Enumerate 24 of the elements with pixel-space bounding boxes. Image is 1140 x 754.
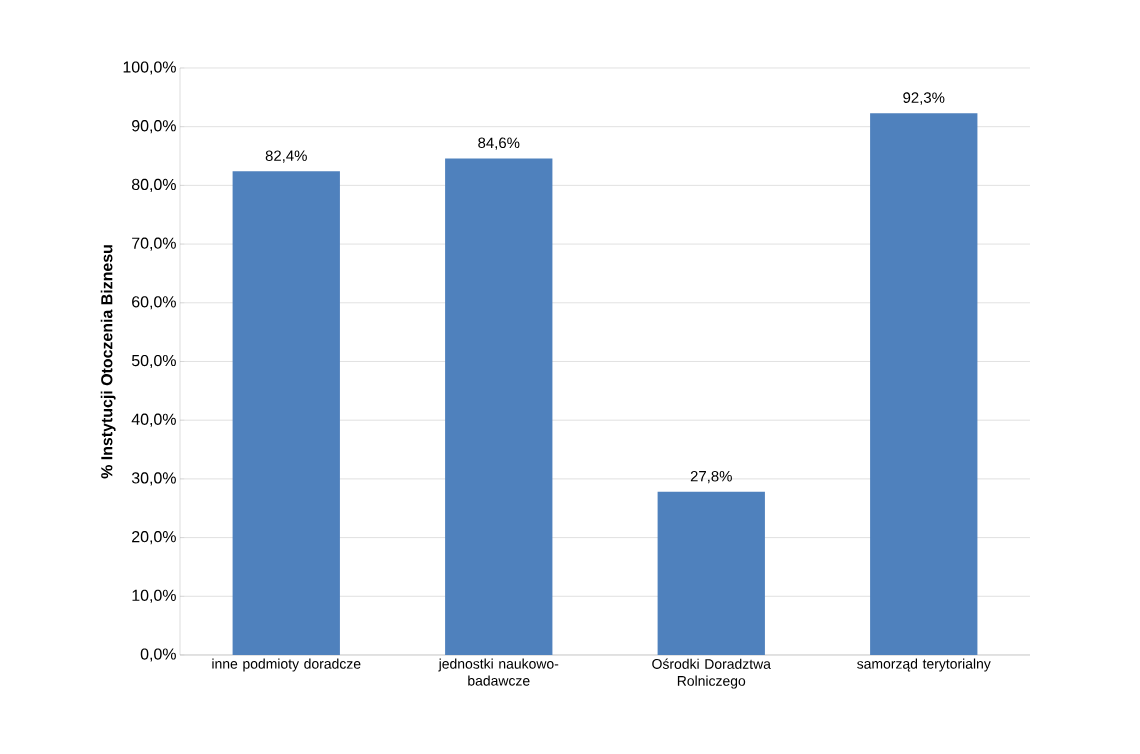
y-tick-label: 40,0% <box>131 413 176 427</box>
bar <box>445 158 553 655</box>
x-tick-label: inne podmioty doradcze <box>212 658 361 672</box>
bar <box>232 171 340 655</box>
y-tick-label: 0,0% <box>140 648 176 662</box>
y-tick-label: 90,0% <box>132 120 176 134</box>
data-label: 82,4% <box>265 150 307 163</box>
x-tick-label: jednostki naukowo-badawcze <box>438 658 559 686</box>
y-tick-label: 20,0% <box>132 531 176 545</box>
y-tick-label: 10,0% <box>132 589 176 603</box>
y-tick-label: 70,0% <box>132 237 176 251</box>
x-tick-label: samorząd terytorialny <box>857 658 991 672</box>
bar <box>870 113 978 655</box>
data-label: 84,6% <box>478 137 520 150</box>
bar <box>657 491 765 655</box>
y-tick-label: 100,0% <box>123 61 176 75</box>
data-label: 92,3% <box>903 92 945 105</box>
y-axis-title: % Instytucji Otoczenia Biznesu <box>100 245 116 479</box>
y-tick-label: 30,0% <box>131 472 176 486</box>
y-tick-label: 60,0% <box>132 296 176 310</box>
y-tick-label: 80,0% <box>131 178 176 192</box>
y-tick-label: 50,0% <box>131 354 176 369</box>
x-tick-label: Ośrodki Doradztwa Rolniczego <box>652 658 771 689</box>
data-label: 27,8% <box>690 470 732 484</box>
